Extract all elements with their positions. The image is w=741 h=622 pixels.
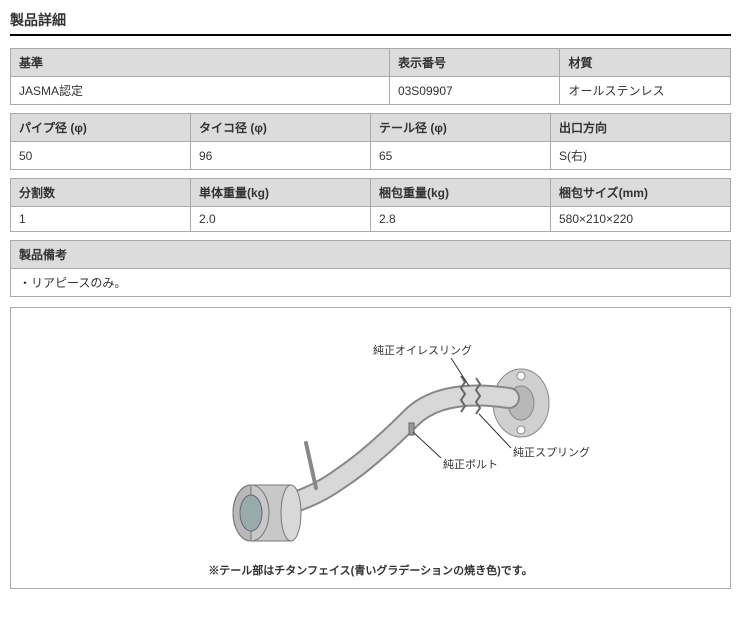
td-taiko-dia: 96	[191, 142, 371, 170]
td-tail-dia: 65	[371, 142, 551, 170]
td-unit-weight: 2.0	[191, 207, 371, 232]
td-material: オールステンレス	[560, 77, 731, 105]
spec-table-3: 分割数 単体重量(kg) 梱包重量(kg) 梱包サイズ(mm) 1 2.0 2.…	[10, 178, 731, 232]
th-split: 分割数	[11, 179, 191, 207]
th-tail-dia: テール径 (φ)	[371, 114, 551, 142]
diagram-container: 純正オイレスリング 純正スプリング 純正ボルト ※テール部はチタンフェイス(青い…	[10, 307, 731, 589]
td-pipe-dia: 50	[11, 142, 191, 170]
spec-table-4: 製品備考 ・リアピースのみ。	[10, 240, 731, 297]
th-display-no: 表示番号	[389, 49, 560, 77]
td-pack-size: 580×210×220	[551, 207, 731, 232]
th-remarks: 製品備考	[11, 241, 731, 269]
th-standard: 基準	[11, 49, 390, 77]
td-split: 1	[11, 207, 191, 232]
spec-table-2: パイプ径 (φ) タイコ径 (φ) テール径 (φ) 出口方向 50 96 65…	[10, 113, 731, 170]
th-exit-dir: 出口方向	[551, 114, 731, 142]
td-exit-dir: S(右)	[551, 142, 731, 170]
td-standard: JASMA認定	[11, 77, 390, 105]
th-pack-weight: 梱包重量(kg)	[371, 179, 551, 207]
diagram-note: ※テール部はチタンフェイス(青いグラデーションの焼き色)です。	[21, 562, 720, 578]
exhaust-diagram: 純正オイレスリング 純正スプリング 純正ボルト	[141, 328, 601, 548]
page-title: 製品詳細	[10, 10, 731, 36]
td-remarks: ・リアピースのみ。	[11, 269, 731, 297]
th-taiko-dia: タイコ径 (φ)	[191, 114, 371, 142]
th-material: 材質	[560, 49, 731, 77]
th-pack-size: 梱包サイズ(mm)	[551, 179, 731, 207]
label-oiless-ring: 純正オイレスリング	[373, 343, 472, 357]
label-spring: 純正スプリング	[513, 445, 590, 459]
td-pack-weight: 2.8	[371, 207, 551, 232]
th-unit-weight: 単体重量(kg)	[191, 179, 371, 207]
label-bolt: 純正ボルト	[443, 458, 498, 471]
td-display-no: 03S09907	[389, 77, 560, 105]
spec-table-1: 基準 表示番号 材質 JASMA認定 03S09907 オールステンレス	[10, 48, 731, 105]
th-pipe-dia: パイプ径 (φ)	[11, 114, 191, 142]
